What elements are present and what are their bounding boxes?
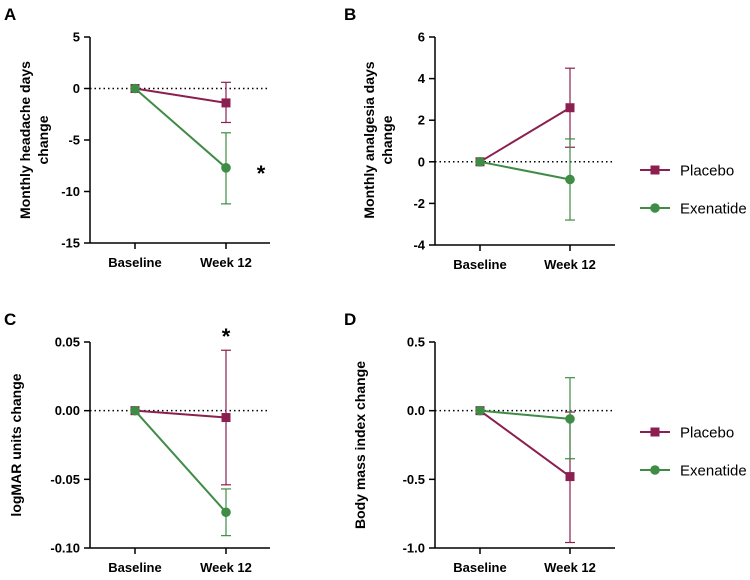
legend-marker — [650, 465, 660, 475]
y-tick-label: 4 — [418, 71, 426, 86]
data-point-marker — [475, 157, 485, 167]
y-tick-label: 5 — [73, 30, 80, 45]
series-placebo — [130, 349, 231, 486]
y-tick-label: 2 — [418, 113, 425, 128]
series-line — [134, 87, 227, 169]
data-point-marker — [565, 472, 575, 482]
data-point-marker — [221, 413, 231, 423]
y-axis-label-line: change — [35, 115, 51, 164]
series-line — [134, 409, 227, 513]
legend-marker — [650, 165, 660, 175]
legend: Placebo Exenatide — [640, 425, 747, 480]
x-tick-label: Baseline — [453, 560, 506, 575]
y-tick-label: -0.05 — [50, 472, 80, 487]
series-placebo — [475, 406, 575, 544]
y-tick-label: -0.5 — [403, 472, 425, 487]
y-tick-label: 0.5 — [407, 335, 425, 350]
data-point-marker — [221, 163, 231, 173]
series-line — [134, 87, 227, 104]
series-exenatide — [475, 138, 575, 221]
data-point-marker — [130, 405, 140, 416]
y-axis-label: logMAR units change — [8, 373, 24, 516]
data-point-marker — [475, 405, 485, 416]
y-axis-label: Monthly headache days change — [17, 61, 51, 219]
y-axis-label-line: Monthly analgesia days — [361, 61, 377, 218]
series-placebo — [475, 67, 575, 167]
x-tick-label: Week 12 — [544, 257, 596, 272]
y-tick-label: -15 — [61, 236, 80, 251]
series-line — [479, 409, 571, 478]
data-point-marker — [565, 414, 575, 424]
legend-label: Exenatide — [680, 201, 747, 218]
series-line — [479, 160, 571, 181]
y-tick-label: -1.0 — [403, 541, 425, 556]
data-point-marker — [565, 174, 575, 185]
series-line — [134, 409, 227, 419]
y-tick-label: 0.0 — [407, 403, 425, 418]
panel-letter: C — [4, 310, 16, 329]
y-tick-label: 0.00 — [55, 403, 80, 418]
y-axis-label-line: logMAR units change — [8, 373, 24, 516]
y-tick-label: -0.10 — [50, 541, 80, 556]
panel-letter: A — [4, 5, 16, 24]
data-point-marker — [130, 83, 140, 94]
significance-marker: * — [257, 161, 266, 186]
significance-marker: * — [222, 324, 231, 349]
series-line — [479, 106, 571, 163]
y-tick-label: -5 — [68, 133, 80, 148]
panel-d: D Body mass index change 0.5 0.0 -0.5 -1.0 Bas… — [344, 310, 747, 575]
y-axis-label-line: change — [379, 115, 395, 164]
x-tick-label: Week 12 — [544, 560, 596, 575]
x-tick-label: Week 12 — [200, 560, 252, 575]
y-tick-label: 0.05 — [55, 335, 80, 350]
y-axis-label-line: Body mass index change — [352, 361, 368, 529]
y-axis-label: Monthly analgesia days change — [361, 61, 395, 218]
y-tick-label: -10 — [61, 184, 80, 199]
data-point-marker — [565, 103, 575, 113]
data-point-marker — [221, 507, 231, 518]
panel-a: A Monthly headache days change 5 0 -5 -10 -15 Ba… — [4, 5, 270, 270]
y-tick-label: 0 — [418, 154, 425, 169]
panel-letter: D — [344, 310, 356, 329]
legend-label: Exenatide — [680, 463, 747, 480]
y-axis-label-line: Monthly headache days — [17, 61, 33, 219]
x-tick-label: Baseline — [108, 255, 161, 270]
y-tick-label: 6 — [418, 30, 425, 45]
legend-label: Placebo — [680, 163, 734, 180]
data-point-marker — [221, 98, 231, 108]
y-tick-label: 0 — [73, 81, 80, 96]
y-tick-label: -2 — [413, 196, 425, 211]
series-line — [479, 409, 571, 420]
series-exenatide — [130, 405, 231, 537]
legend-label: Placebo — [680, 425, 734, 442]
x-tick-label: Baseline — [453, 257, 506, 272]
y-tick-label: -4 — [413, 238, 425, 253]
series-exenatide — [475, 377, 575, 460]
legend-marker — [650, 427, 660, 437]
legend: Placebo Exenatide — [640, 163, 747, 218]
series-exenatide — [130, 83, 231, 205]
x-tick-label: Baseline — [108, 560, 161, 575]
legend-marker — [650, 203, 660, 213]
y-axis-label: Body mass index change — [352, 361, 368, 529]
x-tick-label: Week 12 — [200, 255, 252, 270]
panel-b: B Monthly analgesia days change 6 4 2 0 -2 -4 Bas… — [344, 5, 747, 272]
panel-letter: B — [344, 5, 356, 24]
